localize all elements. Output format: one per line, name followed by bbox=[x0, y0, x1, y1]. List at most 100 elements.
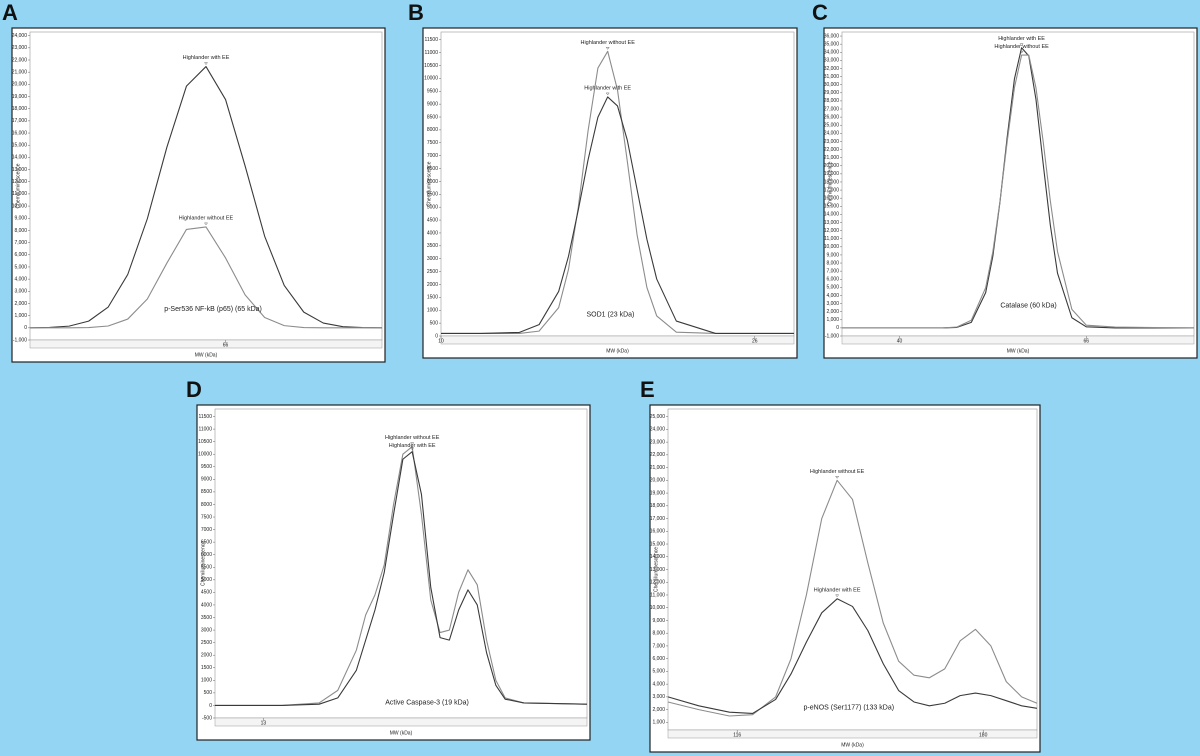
x-axis-label: MW (kDa) bbox=[606, 348, 629, 354]
x-strip bbox=[841, 335, 1195, 345]
annotation: Active Caspase-3 (19 kDa) bbox=[385, 699, 469, 706]
plot-area bbox=[29, 31, 383, 341]
peak-label: Highlander with EE bbox=[584, 85, 631, 91]
y-tick-label: 6000 bbox=[427, 179, 438, 185]
y-tick-label: 12,000 bbox=[650, 580, 666, 586]
y-tick-label: 13,000 bbox=[650, 567, 666, 573]
peak-marker bbox=[605, 92, 610, 96]
y-tick-label: 14,000 bbox=[12, 155, 28, 161]
y-axis-label: Chemiluminescence bbox=[15, 163, 21, 208]
x-tick-label: 40 bbox=[897, 338, 903, 344]
y-tick-label: 26,000 bbox=[824, 114, 840, 120]
y-tick-label: 11000 bbox=[424, 50, 438, 56]
peak-marker bbox=[204, 222, 208, 226]
y-tick-label: 4500 bbox=[201, 590, 212, 596]
y-tick-label: 16,000 bbox=[824, 196, 840, 202]
y-tick-label: 24,000 bbox=[12, 33, 28, 39]
y-tick-label: 5000 bbox=[427, 205, 438, 211]
y-tick-label: 11000 bbox=[198, 426, 212, 432]
y-tick-label: 20,000 bbox=[824, 163, 840, 169]
y-tick-label: 6,000 bbox=[652, 656, 665, 662]
peak-label: Highlander without EE bbox=[810, 469, 865, 475]
y-tick-label: 14,000 bbox=[650, 554, 666, 560]
peak-label: Highlander with EE bbox=[389, 443, 436, 449]
y-tick-label: 14,000 bbox=[824, 212, 840, 218]
y-tick-label: 5,000 bbox=[652, 669, 665, 675]
y-tick-label: 2500 bbox=[201, 640, 212, 646]
y-tick-label: 16,000 bbox=[12, 130, 28, 136]
y-tick-label: 19,000 bbox=[650, 490, 666, 496]
annotation: p-Ser536 NF-kB (p65) (65 kDa) bbox=[164, 306, 262, 313]
y-tick-label: 6,000 bbox=[826, 277, 839, 283]
series-line bbox=[29, 66, 383, 329]
x-tick-label: 180 bbox=[979, 732, 988, 738]
y-tick-label: 1500 bbox=[427, 295, 438, 301]
y-tick-label: 5500 bbox=[201, 565, 212, 571]
y-tick-label: 17,000 bbox=[650, 516, 666, 522]
y-tick-label: 4,000 bbox=[14, 276, 27, 282]
peak-label: Highlander without EE bbox=[580, 40, 635, 46]
y-tick-label: 17,000 bbox=[12, 118, 28, 124]
plot-area bbox=[440, 31, 795, 337]
peak-marker bbox=[410, 447, 415, 451]
peak-marker bbox=[204, 62, 208, 65]
y-tick-label: 6500 bbox=[201, 539, 212, 545]
y-tick-label: 0 bbox=[24, 325, 27, 331]
x-axis-label: MW (kDa) bbox=[390, 730, 413, 736]
y-axis-label: Chemiluminescence bbox=[653, 547, 659, 592]
y-tick-label: 10,000 bbox=[12, 203, 28, 209]
y-tick-label: 25,000 bbox=[650, 414, 666, 420]
series-line bbox=[215, 451, 588, 706]
y-tick-label: 5,000 bbox=[826, 285, 839, 291]
series-line bbox=[441, 50, 794, 334]
series-line bbox=[30, 226, 382, 329]
y-tick-label: 10,000 bbox=[650, 605, 666, 611]
y-tick-label: 7000 bbox=[201, 527, 212, 533]
panel-label: D bbox=[186, 377, 202, 402]
y-tick-label: 10,000 bbox=[824, 244, 840, 250]
y-tick-label: 4,000 bbox=[826, 293, 839, 299]
y-tick-label: 11,000 bbox=[824, 236, 839, 242]
y-tick-label: 18,000 bbox=[12, 106, 28, 112]
y-tick-label: 5,000 bbox=[14, 264, 27, 270]
x-axis-label: MW (kDa) bbox=[841, 742, 864, 748]
y-tick-label: 3500 bbox=[201, 615, 212, 621]
y-tick-label: 7,000 bbox=[14, 240, 27, 246]
y-tick-label: 10500 bbox=[198, 439, 212, 445]
series-line bbox=[667, 598, 1038, 714]
y-tick-label: 9,000 bbox=[652, 618, 665, 624]
y-tick-label: 2,000 bbox=[826, 309, 839, 315]
y-tick-label: -1,000 bbox=[13, 337, 27, 343]
y-tick-label: 1,000 bbox=[652, 720, 665, 726]
y-tick-label: 12,000 bbox=[12, 179, 28, 185]
y-tick-label: 16,000 bbox=[650, 529, 666, 535]
y-tick-label: 3,000 bbox=[826, 301, 839, 307]
y-tick-label: 2500 bbox=[427, 269, 438, 275]
y-tick-label: 23,000 bbox=[824, 139, 840, 145]
peak-label: Highlander with EE bbox=[814, 587, 861, 593]
y-tick-label: 8,000 bbox=[652, 631, 665, 637]
y-tick-label: 33,000 bbox=[824, 58, 840, 64]
x-axis-label: MW (kDa) bbox=[1007, 348, 1030, 354]
y-tick-label: 4000 bbox=[427, 230, 438, 236]
x-tick-label: 26 bbox=[752, 338, 758, 344]
y-tick-label: 36,000 bbox=[824, 33, 840, 39]
x-axis-label: MW (kDa) bbox=[195, 352, 218, 358]
y-tick-label: 7000 bbox=[427, 153, 438, 159]
y-tick-label: 22,000 bbox=[12, 57, 28, 63]
series-line bbox=[441, 96, 794, 334]
plot-area bbox=[214, 408, 588, 719]
x-tick-label: 13 bbox=[261, 720, 267, 726]
y-tick-label: 7,000 bbox=[652, 643, 665, 649]
y-tick-label: 2,000 bbox=[652, 707, 665, 713]
y-tick-label: 18,000 bbox=[650, 503, 666, 509]
y-tick-label: 19,000 bbox=[824, 171, 840, 177]
y-axis-label: Chemiluminescence bbox=[200, 541, 206, 586]
y-tick-label: 3,000 bbox=[14, 289, 27, 295]
y-tick-label: 11,000 bbox=[650, 592, 665, 598]
annotation: p-eNOS (Ser1177) (133 kDa) bbox=[804, 704, 895, 711]
y-tick-label: 8000 bbox=[427, 127, 438, 133]
peak-label: Highlander without EE bbox=[179, 215, 234, 221]
y-tick-label: 2000 bbox=[427, 282, 438, 288]
